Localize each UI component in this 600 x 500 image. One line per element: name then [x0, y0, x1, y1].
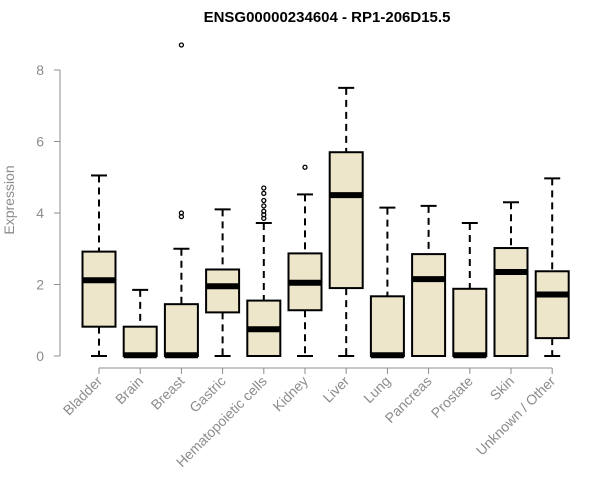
- y-tick-label: 8: [36, 62, 44, 78]
- x-tick-label: Lung: [360, 373, 393, 406]
- outlier-point: [261, 197, 267, 204]
- iqr-box: [122, 325, 158, 357]
- box-unknown-other: [534, 177, 570, 357]
- y-tick-label: 4: [36, 205, 44, 221]
- x-tick-label: Kidney: [270, 373, 312, 415]
- y-tick-label: 0: [36, 348, 44, 364]
- box-breast: [163, 42, 199, 359]
- iqr-box: [328, 151, 364, 290]
- x-tick-label: Skin: [487, 373, 518, 404]
- box-kidney: [287, 164, 323, 357]
- iqr-box: [205, 268, 241, 314]
- chart-title: ENSG00000234604 - RP1-206D15.5: [204, 9, 451, 26]
- box-hematopoietic-cells: [246, 185, 282, 357]
- box-liver: [328, 86, 364, 357]
- x-tick-label: Liver: [320, 373, 353, 406]
- iqr-box: [534, 270, 570, 340]
- y-tick-label: 6: [36, 134, 44, 150]
- box-brain: [122, 288, 158, 359]
- outlier-point: [261, 208, 267, 214]
- box-bladder: [81, 174, 117, 357]
- outlier-point: [261, 185, 267, 191]
- y-axis-label: Expression: [1, 165, 17, 234]
- x-tick-label: Prostate: [428, 373, 476, 421]
- boxplot-series: [81, 42, 570, 359]
- iqr-box: [411, 253, 447, 357]
- iqr-box: [81, 250, 117, 328]
- x-tick-label: Bladder: [60, 373, 106, 419]
- outlier-point: [302, 164, 308, 170]
- box-gastric: [205, 208, 241, 357]
- box-prostate: [452, 222, 488, 359]
- y-axis: 0 2 4 6 8: [36, 62, 61, 364]
- y-tick-label: 2: [36, 277, 44, 293]
- outlier-point: [261, 190, 267, 196]
- outlier-point: [178, 42, 185, 48]
- x-tick-label: Brain: [112, 373, 146, 407]
- outlier-point: [261, 203, 267, 209]
- box-pancreas: [411, 204, 447, 357]
- box-lung: [369, 206, 405, 359]
- box-skin: [493, 201, 529, 357]
- iqr-box: [163, 303, 199, 358]
- iqr-box: [452, 287, 488, 358]
- outlier-point: [178, 210, 185, 216]
- iqr-box: [369, 295, 405, 357]
- iqr-box: [493, 247, 529, 357]
- x-tick-label: Breast: [148, 373, 188, 413]
